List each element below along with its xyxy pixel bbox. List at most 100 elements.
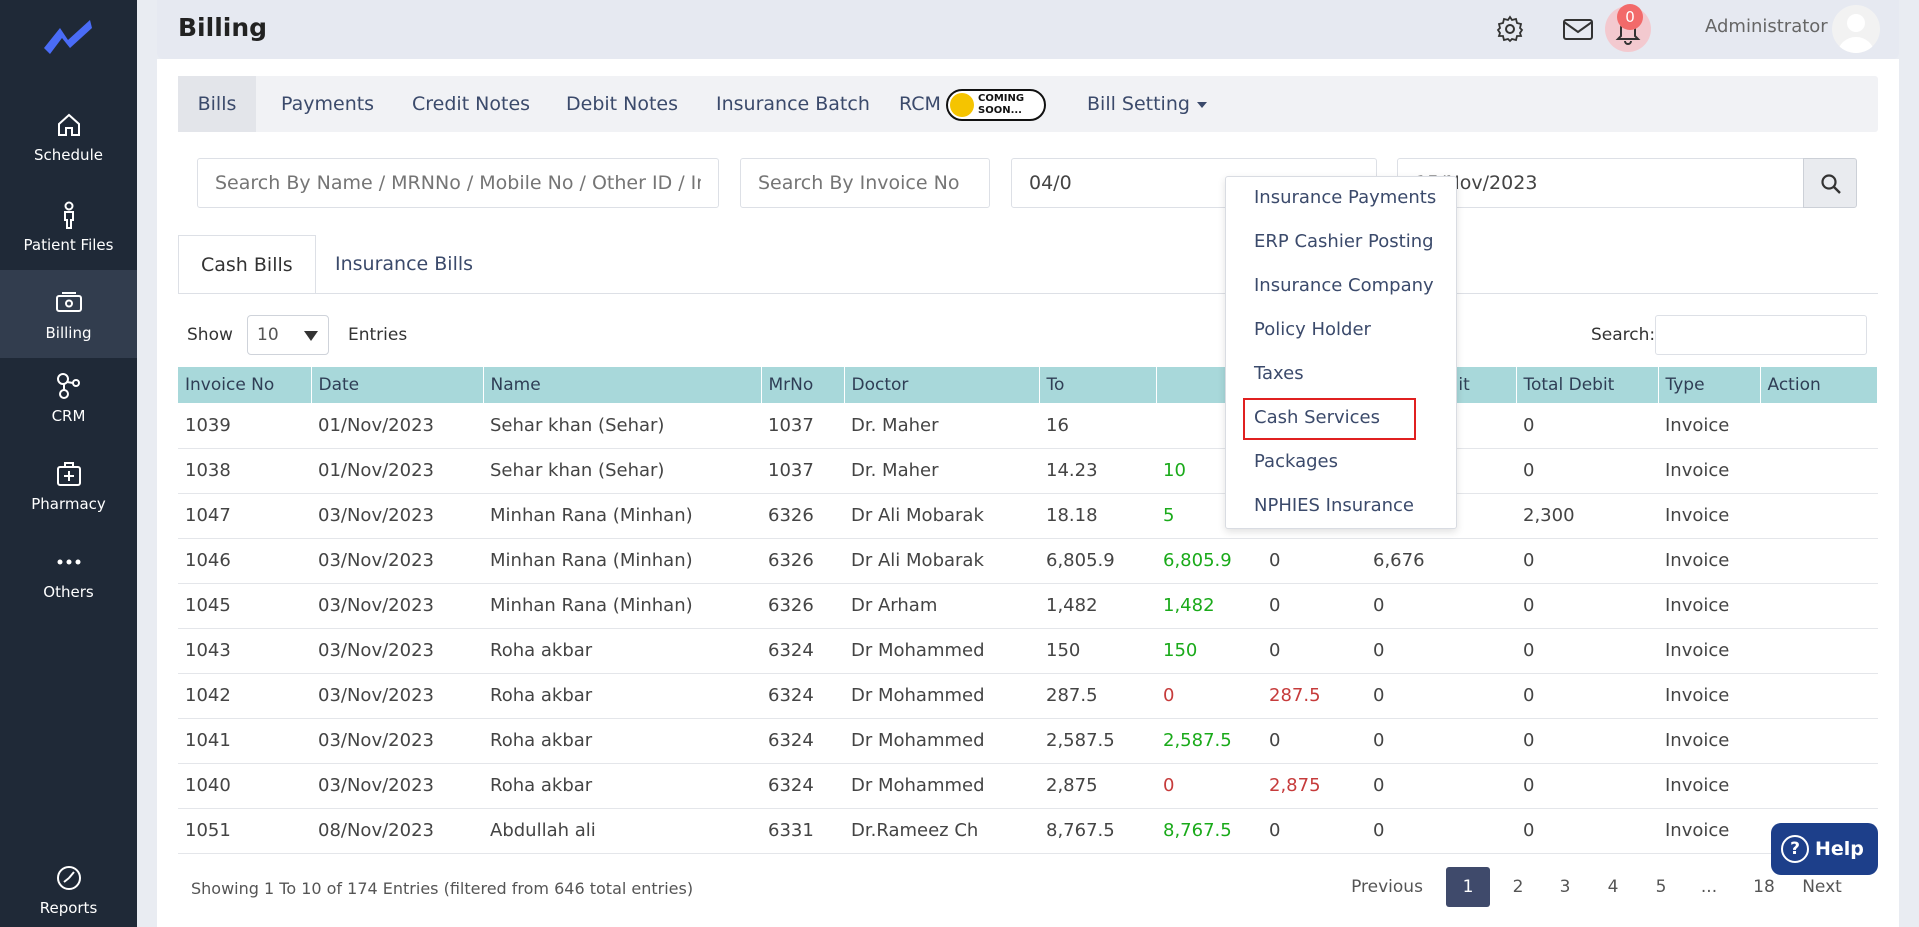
page-size-select[interactable]: 10 bbox=[247, 315, 329, 355]
sidebar-item-pharmacy[interactable]: Pharmacy bbox=[0, 441, 137, 529]
table-row[interactable]: 1046 03/Nov/2023 Minhan Rana (Minhan) 6326 D… bbox=[178, 538, 1878, 584]
app-logo-icon[interactable] bbox=[40, 14, 96, 56]
date-to-input[interactable]: 15/Nov/2023 bbox=[1397, 158, 1804, 208]
cell-total: 1,482 bbox=[1039, 583, 1156, 629]
dropdown-item-taxes[interactable]: Taxes bbox=[1254, 363, 1304, 384]
mail-icon[interactable] bbox=[1562, 14, 1594, 44]
col-doctor[interactable]: Doctor bbox=[844, 367, 1040, 403]
reports-icon bbox=[56, 866, 81, 890]
table-row[interactable]: 1042 03/Nov/2023 Roha akbar 6324 Dr Mohammed… bbox=[178, 673, 1878, 719]
search-icon bbox=[1821, 174, 1841, 194]
cell-type: Invoice bbox=[1658, 448, 1760, 494]
tab-credit-notes[interactable]: Credit Notes bbox=[412, 93, 531, 115]
cell-mrno: 1037 bbox=[761, 403, 844, 449]
dropdown-item-erp-cashier-posting[interactable]: ERP Cashier Posting bbox=[1254, 231, 1434, 252]
cell-invoice-no: 1051 bbox=[178, 808, 311, 854]
help-button[interactable]: ? Help bbox=[1771, 823, 1878, 875]
sidebar-item-label: Reports bbox=[39, 899, 98, 917]
table-row[interactable]: 1043 03/Nov/2023 Roha akbar 6324 Dr Mohammed… bbox=[178, 628, 1878, 674]
patient-search-input[interactable] bbox=[197, 158, 719, 208]
dropdown-item-cash-services[interactable]: Cash Services bbox=[1254, 407, 1381, 428]
col-date[interactable]: Date bbox=[311, 367, 484, 403]
tab-insurance-batch[interactable]: Insurance Batch bbox=[716, 93, 870, 115]
sidebar-item-patient-files[interactable]: Patient Files bbox=[0, 182, 137, 270]
cell-total: 2,587.5 bbox=[1039, 718, 1156, 764]
col-total-debit[interactable]: Total Debit bbox=[1516, 367, 1659, 403]
table-row[interactable]: 1047 03/Nov/2023 Minhan Rana (Minhan) 6326 D… bbox=[178, 493, 1878, 539]
tab-bills[interactable]: Bills bbox=[178, 76, 256, 132]
cell-action bbox=[1760, 628, 1878, 674]
subtab-divider bbox=[178, 293, 1878, 294]
pagination-page-1[interactable]: 1 bbox=[1446, 867, 1490, 907]
invoice-search-input[interactable] bbox=[740, 158, 990, 208]
tab-bill-setting-label: Bill Setting bbox=[1087, 93, 1190, 115]
cell-doctor: Dr.Rameez Ch bbox=[844, 808, 1039, 854]
cell-name: Abdullah ali bbox=[483, 808, 761, 854]
cell-total-debit: 0 bbox=[1516, 448, 1658, 494]
cell-type: Invoice bbox=[1658, 763, 1760, 809]
cell-name: Roha akbar bbox=[483, 628, 761, 674]
table-row[interactable]: 1040 03/Nov/2023 Roha akbar 6324 Dr Mohammed… bbox=[178, 763, 1878, 809]
table-row[interactable]: 1041 03/Nov/2023 Roha akbar 6324 Dr Mohammed… bbox=[178, 718, 1878, 764]
cell-date: 03/Nov/2023 bbox=[311, 628, 483, 674]
table-row[interactable]: 1045 03/Nov/2023 Minhan Rana (Minhan) 6326 D… bbox=[178, 583, 1878, 629]
pagination-page-4[interactable]: 4 bbox=[1607, 877, 1619, 897]
sidebar-item-label: Pharmacy bbox=[31, 495, 106, 513]
pagination-page-18[interactable]: 18 bbox=[1753, 877, 1775, 897]
cell-total-debit: 0 bbox=[1516, 583, 1658, 629]
cell-total-debit: 0 bbox=[1516, 538, 1658, 584]
tab-bill-setting[interactable]: Bill Setting bbox=[1087, 76, 1207, 132]
table-row[interactable]: 1038 01/Nov/2023 Sehar khan (Sehar) 1037 Dr.… bbox=[178, 448, 1878, 494]
col-total[interactable]: To bbox=[1039, 367, 1157, 403]
tab-rcm[interactable]: RCM bbox=[899, 93, 941, 115]
col-invoice-no[interactable]: Invoice No bbox=[178, 367, 312, 403]
pagination-page-2[interactable]: 2 bbox=[1512, 877, 1524, 897]
pagination-page-5[interactable]: 5 bbox=[1655, 877, 1667, 897]
cell-invoice-no: 1039 bbox=[178, 403, 311, 449]
sidebar-item-others[interactable]: Others bbox=[0, 529, 137, 617]
cell-due: 0 bbox=[1262, 718, 1366, 764]
bill-setting-dropdown: Insurance Payments ERP Cashier Posting I… bbox=[1225, 176, 1457, 529]
cell-name: Sehar khan (Sehar) bbox=[483, 403, 761, 449]
cell-action bbox=[1760, 493, 1878, 539]
sidebar-item-reports[interactable]: Reports bbox=[0, 845, 137, 927]
col-name[interactable]: Name bbox=[483, 367, 762, 403]
subtab-insurance-bills[interactable]: Insurance Bills bbox=[335, 253, 474, 275]
user-name[interactable]: Administrator bbox=[1705, 16, 1828, 37]
cell-total-debit: 0 bbox=[1516, 718, 1658, 764]
avatar[interactable] bbox=[1832, 5, 1880, 53]
home-icon bbox=[57, 113, 80, 136]
col-mrno[interactable]: MrNo bbox=[761, 367, 845, 403]
cell-type: Invoice bbox=[1658, 538, 1760, 584]
table-search-input[interactable] bbox=[1655, 315, 1867, 355]
dropdown-item-policy-holder[interactable]: Policy Holder bbox=[1254, 319, 1371, 340]
user-avatar-icon bbox=[1838, 14, 1874, 53]
gear-icon[interactable] bbox=[1495, 14, 1525, 44]
table-row[interactable]: 1039 01/Nov/2023 Sehar khan (Sehar) 1037 Dr.… bbox=[178, 403, 1878, 449]
search-button[interactable] bbox=[1803, 158, 1857, 208]
col-type[interactable]: Type bbox=[1658, 367, 1761, 403]
cell-total-credit: 0 bbox=[1366, 808, 1516, 854]
dropdown-item-nphies-insurance[interactable]: NPHIES Insurance bbox=[1254, 495, 1414, 516]
tab-debit-notes[interactable]: Debit Notes bbox=[566, 93, 679, 115]
cell-doctor: Dr Ali Mobarak bbox=[844, 493, 1039, 539]
table-row[interactable]: 1051 08/Nov/2023 Abdullah ali 6331 Dr.Rameez… bbox=[178, 808, 1878, 854]
cell-doctor: Dr. Maher bbox=[844, 448, 1039, 494]
tab-payments[interactable]: Payments bbox=[281, 93, 375, 115]
subtab-cash-bills[interactable]: Cash Bills bbox=[178, 235, 316, 294]
sidebar-item-schedule[interactable]: Schedule bbox=[0, 92, 137, 180]
cell-total: 150 bbox=[1039, 628, 1156, 674]
sidebar-item-crm[interactable]: CRM bbox=[0, 353, 137, 441]
crm-icon bbox=[56, 373, 80, 399]
pharmacy-icon bbox=[56, 462, 81, 486]
pagination-next[interactable]: Next bbox=[1802, 877, 1842, 897]
dropdown-item-insurance-company[interactable]: Insurance Company bbox=[1254, 275, 1434, 296]
cell-name: Roha akbar bbox=[483, 763, 761, 809]
cell-doctor: Dr Mohammed bbox=[844, 718, 1039, 764]
sidebar-item-billing[interactable]: Billing bbox=[0, 270, 137, 358]
pagination-page-3[interactable]: 3 bbox=[1559, 877, 1571, 897]
dropdown-item-packages[interactable]: Packages bbox=[1254, 451, 1338, 472]
pagination-previous[interactable]: Previous bbox=[1351, 877, 1423, 897]
dropdown-item-insurance-payments[interactable]: Insurance Payments bbox=[1254, 187, 1437, 208]
cell-action bbox=[1760, 403, 1878, 449]
